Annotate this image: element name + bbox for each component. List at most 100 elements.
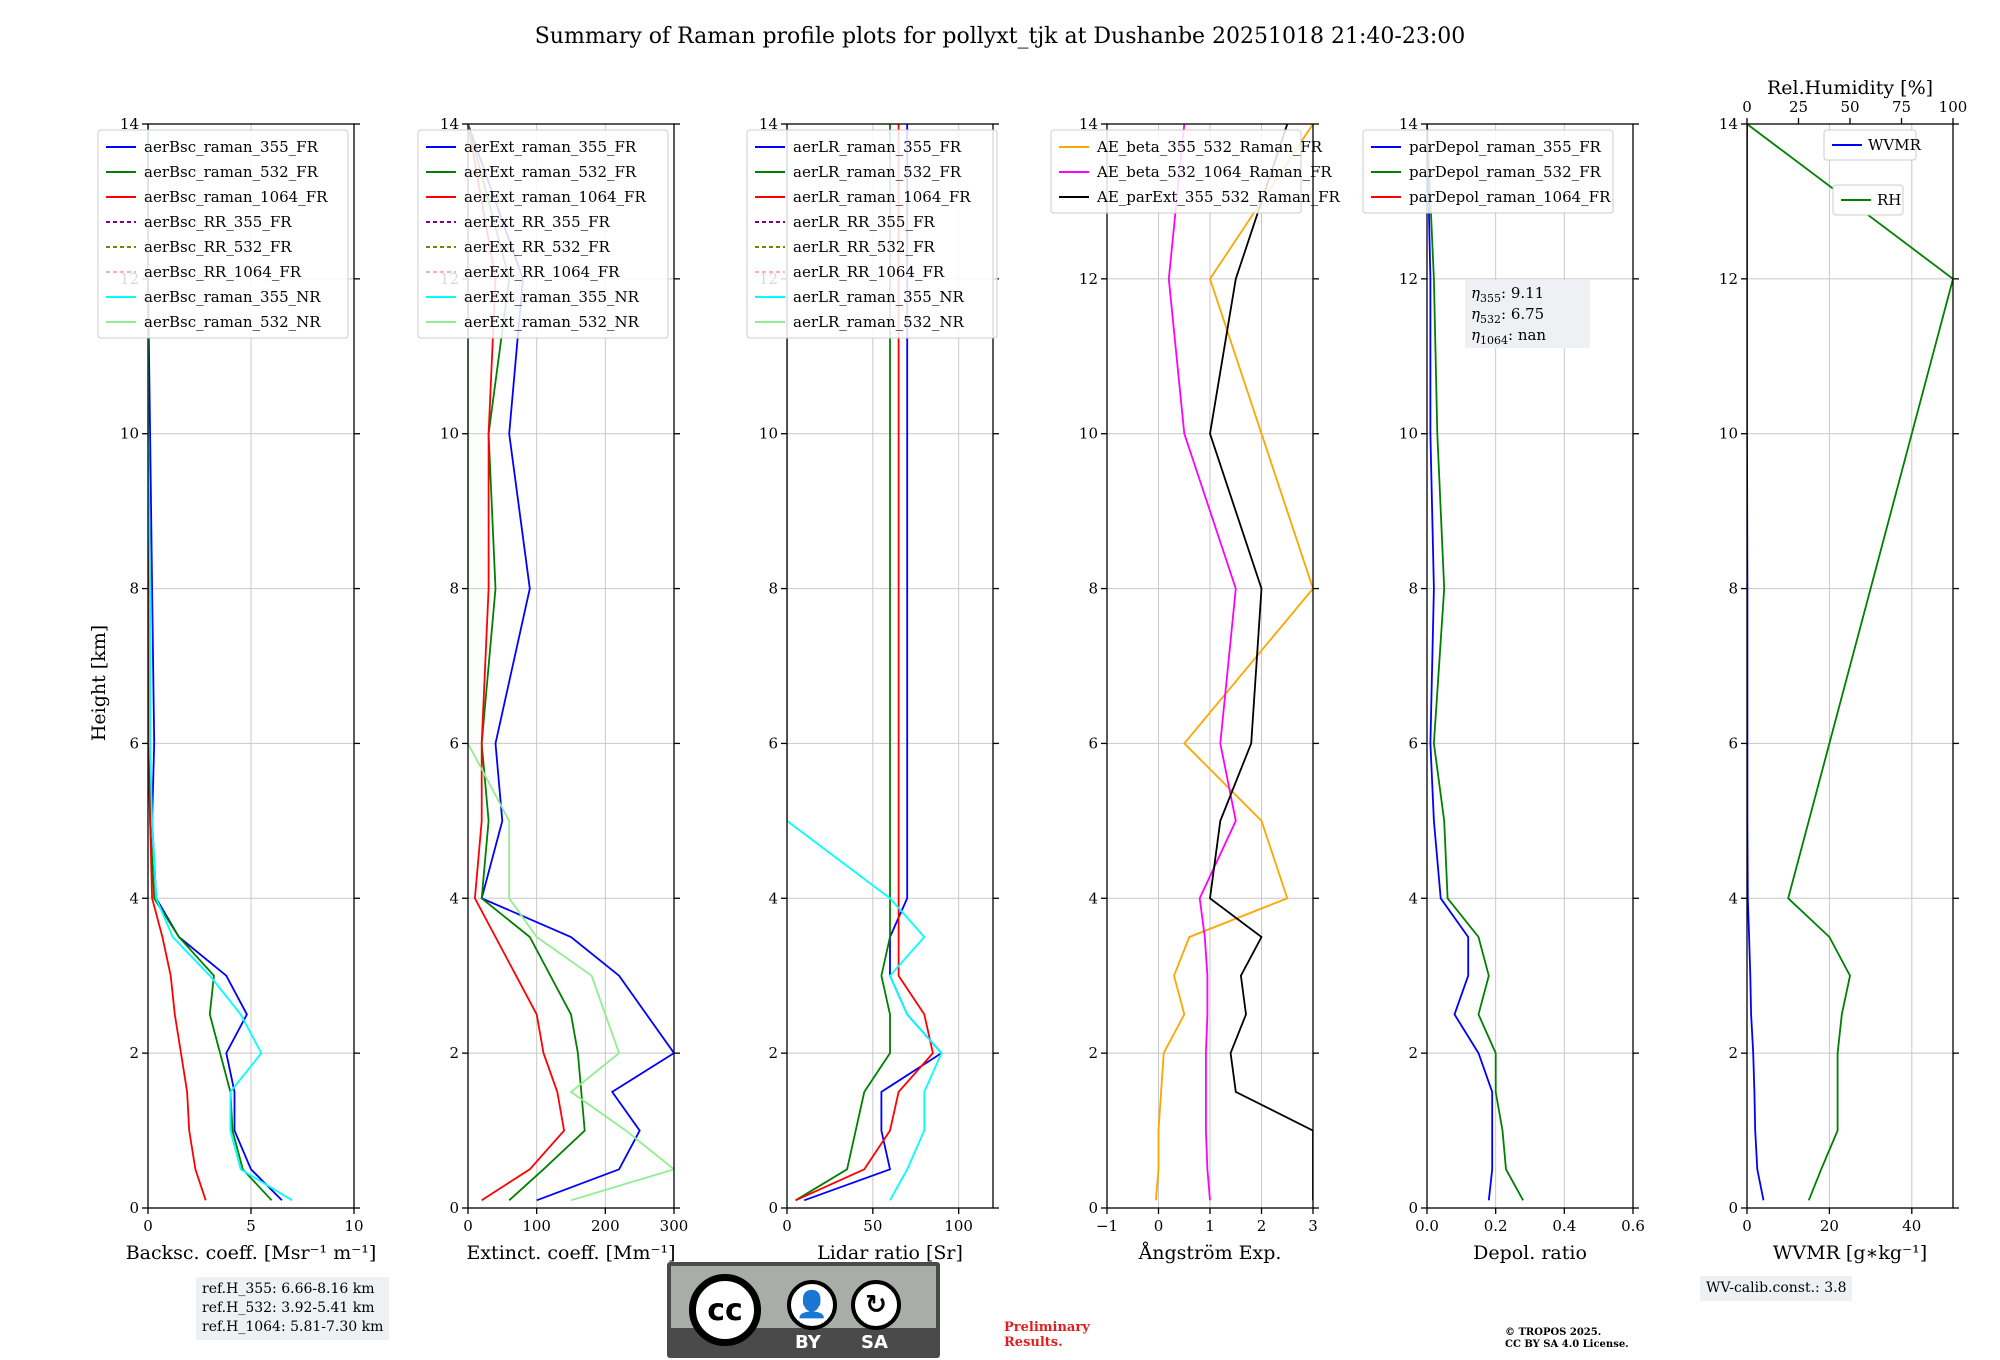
legend-label: RH <box>1877 191 1901 209</box>
y-tick-label: 0 <box>1408 1199 1418 1217</box>
legend-label: aerLR_RR_532_FR <box>793 238 935 256</box>
x-tick-label: 100 <box>944 1217 973 1235</box>
figure-title: Summary of Raman profile plots for polly… <box>535 24 1466 49</box>
x-tick-label: 0.4 <box>1552 1217 1576 1235</box>
legend-label: aerLR_RR_355_FR <box>793 213 935 231</box>
share-alike-icon: ↻ <box>851 1280 901 1330</box>
series-group <box>787 124 943 1202</box>
y-tick-label: 12 <box>1719 270 1738 288</box>
x-tick-label: 0 <box>782 1217 792 1235</box>
ref-height-box: ref.H_355: 6.66-8.16 km ref.H_532: 3.92-… <box>196 1277 390 1340</box>
x-axis-label: Ångström Exp. <box>1138 1242 1282 1264</box>
cc-by-label: BY <box>795 1332 821 1353</box>
preliminary-line1: Preliminary <box>1004 1320 1090 1335</box>
x-tick-label: 20 <box>1820 1217 1839 1235</box>
top-x-tick-label: 25 <box>1789 98 1808 116</box>
cc-sa-label: SA <box>861 1332 888 1353</box>
y-tick-label: 6 <box>1728 734 1738 752</box>
wv-calib-box: WV-calib.const.: 3.8 <box>1700 1276 1853 1301</box>
y-tick-label: 2 <box>1408 1044 1418 1062</box>
legend-label: aerLR_raman_532_NR <box>793 313 964 331</box>
legend-label: aerLR_raman_355_FR <box>793 138 962 156</box>
series-line-RH <box>1747 124 1953 1201</box>
y-tick-label: 4 <box>1728 889 1738 907</box>
panel-3: 02468101214050100Lidar ratio [Sr]aerLR_r… <box>746 115 999 1264</box>
legend-label: aerBsc_RR_355_FR <box>144 213 292 231</box>
top-x-tick-label: 75 <box>1892 98 1911 116</box>
y-tick-label: 8 <box>768 580 778 598</box>
y-axis-label: Height [km] <box>88 625 110 741</box>
y-tick-label: 4 <box>1088 889 1098 907</box>
axes-frame <box>1426 123 1634 1209</box>
y-tick-label: 4 <box>129 889 139 907</box>
y-tick-label: 4 <box>768 889 778 907</box>
series-line-aerExt_raman_532_NR <box>468 124 674 1202</box>
series-group <box>1155 124 1313 1201</box>
copyright-note: © TROPOS 2025. CC BY SA 4.0 License. <box>1505 1327 1629 1351</box>
legend-label: AE_parExt_355_532_Raman_FR <box>1096 188 1341 206</box>
legend-label: aerBsc_raman_532_NR <box>144 313 321 331</box>
eta-box <box>1465 280 1590 348</box>
legend-label: aerLR_raman_1064_FR <box>793 188 971 206</box>
legend-box <box>746 129 998 339</box>
x-tick-label: 1 <box>1205 1217 1215 1235</box>
y-tick-label: 0 <box>449 1199 459 1217</box>
legend-label: aerExt_raman_532_NR <box>464 313 640 331</box>
y-tick-label: 10 <box>440 425 459 443</box>
series-line-WVMR <box>1747 124 1765 1201</box>
legend-label: aerBsc_raman_355_NR <box>144 288 321 306</box>
x-axis-label: Backsc. coeff. [Msr⁻¹ m⁻¹] <box>126 1242 377 1264</box>
legend-box <box>417 129 669 339</box>
copyright-line1: © TROPOS 2025. <box>1505 1327 1602 1338</box>
x-tick-label: 0 <box>463 1217 473 1235</box>
x-tick-label: 0 <box>1154 1217 1164 1235</box>
x-tick-label: 3 <box>1308 1217 1318 1235</box>
y-tick-label: 0 <box>1728 1199 1738 1217</box>
series-line-parDepol_raman_532_FR <box>1427 124 1524 1201</box>
panel-1: 024681012140510Backsc. coeff. [Msr⁻¹ m⁻¹… <box>97 115 377 1264</box>
legend-label: aerBsc_RR_532_FR <box>144 238 292 256</box>
cc-license-badge: cc 👤 ↻ BY SA <box>667 1262 940 1358</box>
legend-label: WVMR <box>1868 136 1922 154</box>
x-tick-label: 5 <box>246 1217 256 1235</box>
y-tick-label: 8 <box>1088 580 1098 598</box>
cc-badge-top: cc 👤 ↻ <box>671 1266 936 1346</box>
y-tick-label: 4 <box>449 889 459 907</box>
panels-group: 024681012140510Backsc. coeff. [Msr⁻¹ m⁻¹… <box>97 77 1967 1264</box>
x-axis-label: Lidar ratio [Sr] <box>817 1242 963 1264</box>
person-icon: 👤 <box>787 1280 837 1330</box>
preliminary-note: Preliminary Results. <box>1004 1320 1090 1350</box>
series-line-AE_parExt_355_532_Raman_FR <box>1209 124 1313 1201</box>
y-tick-label: 2 <box>129 1044 139 1062</box>
ref-h-1064: ref.H_1064: 5.81-7.30 km <box>202 1319 384 1335</box>
panel-2: 024681012140100200300Extinct. coeff. [Mm… <box>417 115 688 1264</box>
y-tick-label: 14 <box>1079 115 1098 133</box>
legend-label: aerBsc_raman_1064_FR <box>144 188 328 206</box>
legend-label: parDepol_raman_355_FR <box>1409 138 1602 156</box>
y-tick-label: 14 <box>1399 115 1418 133</box>
eta-line: η1064: nan <box>1471 326 1546 347</box>
top-x-tick-label: 50 <box>1840 98 1859 116</box>
legend-label: aerExt_RR_532_FR <box>464 238 611 256</box>
y-tick-label: 8 <box>1408 580 1418 598</box>
preliminary-line2: Results. <box>1004 1335 1063 1350</box>
y-tick-label: 2 <box>768 1044 778 1062</box>
y-tick-label: 14 <box>440 115 459 133</box>
x-tick-label: 100 <box>522 1217 551 1235</box>
legend-label: AE_beta_532_1064_Raman_FR <box>1096 163 1332 181</box>
series-line-aerBsc_raman_355_NR <box>148 124 293 1202</box>
x-axis-label: WVMR [g∗kg⁻¹] <box>1773 1242 1927 1264</box>
axes-frame <box>786 123 994 1209</box>
legend-label: aerExt_raman_1064_FR <box>464 188 646 206</box>
series-line-aerExt_raman_1064_FR <box>468 124 566 1202</box>
top-x-tick-label: 0 <box>1742 98 1752 116</box>
cc-logo-icon: cc <box>689 1274 761 1346</box>
series-line-AE_beta_355_532_Raman_FR <box>1155 124 1313 1201</box>
x-axis-label: Depol. ratio <box>1473 1242 1587 1264</box>
series-line-aerLR_raman_355_NR <box>787 124 943 1201</box>
y-tick-label: 6 <box>768 734 778 752</box>
y-tick-label: 4 <box>1408 889 1418 907</box>
legend-label: aerLR_raman_532_FR <box>793 163 962 181</box>
legend-label: aerLR_RR_1064_FR <box>793 263 945 281</box>
